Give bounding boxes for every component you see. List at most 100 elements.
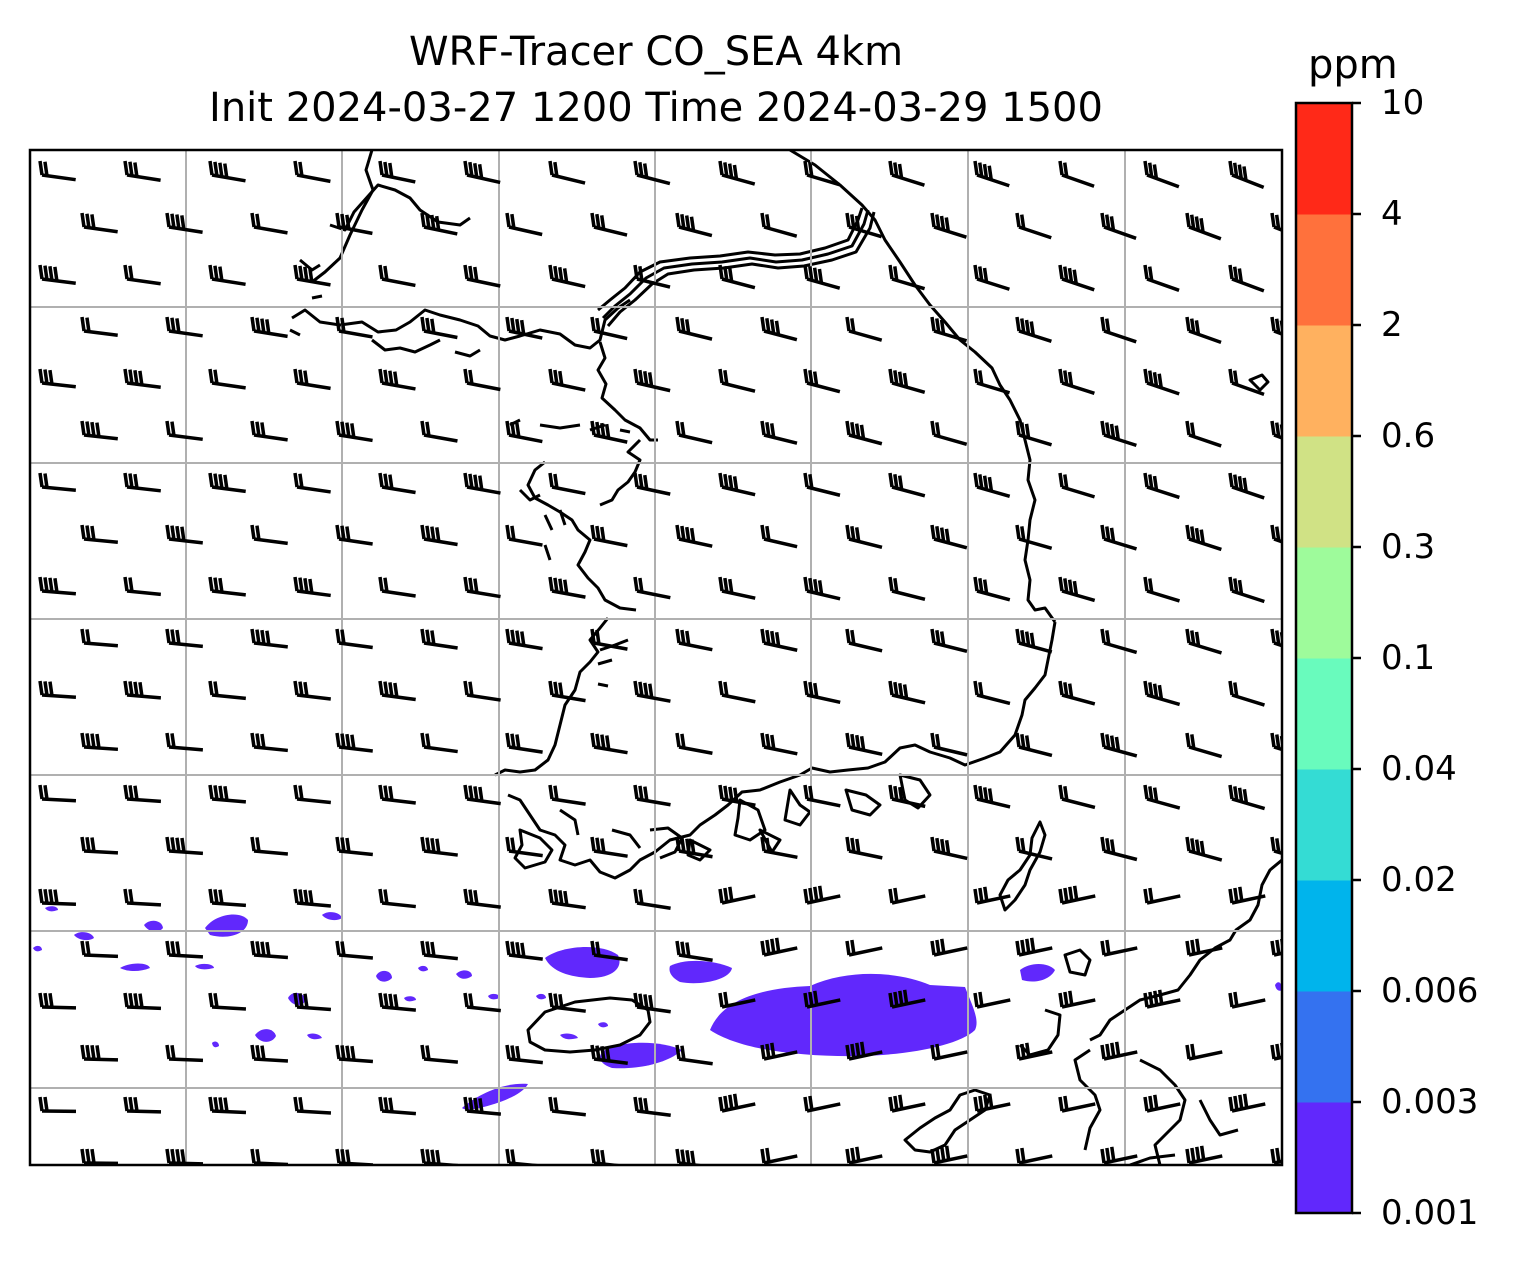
colorbar-tick-label: 0.001 (1381, 1193, 1479, 1233)
wind-barb (718, 472, 756, 497)
tracer-concentration-patches (33, 906, 1282, 1110)
colorbar-segment (1296, 436, 1352, 548)
wind-barb (420, 524, 458, 547)
wind-barb (1143, 1094, 1181, 1113)
colorbar-segment (1296, 214, 1352, 326)
wind-barb (165, 732, 204, 752)
wind-barb (80, 1148, 119, 1165)
wind-barb (420, 628, 458, 650)
wind-barb (463, 1096, 502, 1116)
map-frame (28, 148, 1284, 1167)
wind-barb (1185, 524, 1222, 552)
wind-barb (1143, 887, 1181, 905)
wind-barb (888, 680, 926, 705)
wind-barb (1100, 420, 1137, 448)
wind-barb (633, 576, 671, 600)
wind-barb (420, 1044, 459, 1064)
wind-barb (845, 939, 883, 957)
wind-barb (1228, 368, 1265, 397)
wind-barb (505, 420, 543, 444)
wind-barb (803, 472, 841, 497)
wind-barb (803, 576, 841, 601)
wind-barb (718, 368, 756, 393)
wind-barb (718, 784, 756, 807)
wind-barb (420, 316, 458, 340)
wind-barb (165, 1148, 204, 1165)
wind-barb (1185, 732, 1223, 759)
wind-barb (123, 472, 161, 493)
wind-barb (505, 524, 543, 547)
wind-barb (250, 524, 288, 546)
wind-barb (973, 264, 1010, 291)
wind-barb (293, 576, 331, 598)
wind-barb (675, 524, 713, 548)
wind-barb (1228, 886, 1266, 905)
wind-barb (250, 940, 289, 960)
wind-barb (80, 940, 119, 959)
wind-barb (675, 420, 713, 445)
wind-barb (548, 680, 586, 703)
wind-barb (123, 264, 161, 286)
wind-barb (293, 992, 332, 1012)
wind-barb (1228, 264, 1265, 293)
wind-barb (293, 888, 332, 908)
wind-barb (1015, 836, 1053, 861)
wind-barb (1100, 1041, 1138, 1061)
wind-barb (208, 888, 247, 908)
wind-barbs (38, 160, 1282, 1165)
wind-barb (80, 524, 119, 545)
wind-barb (1015, 212, 1052, 240)
wind-barb (293, 368, 331, 391)
wind-barb (803, 784, 841, 808)
wind-barb (590, 940, 628, 962)
wind-barb (335, 1044, 374, 1064)
wind-barb (803, 160, 841, 187)
wind-barb (633, 160, 671, 186)
wind-barb (803, 264, 841, 290)
wind-barb (1185, 836, 1223, 862)
colorbar-segment (1296, 1102, 1352, 1214)
wind-barb (505, 836, 543, 858)
wind-barb (1058, 472, 1096, 499)
wind-barb (1143, 264, 1180, 292)
wind-barb (335, 1148, 374, 1165)
wind-barb (1058, 885, 1096, 905)
wind-barb (335, 524, 373, 546)
wind-barb (845, 628, 883, 653)
wind-barb (420, 212, 458, 236)
wind-barb (1228, 1093, 1266, 1113)
wind-barb (590, 628, 628, 651)
wind-barb (38, 368, 76, 389)
wind-barb (845, 732, 883, 757)
wind-barb (548, 784, 586, 806)
wind-barb (675, 836, 713, 859)
wind-barb (208, 784, 247, 804)
wind-barb (293, 472, 331, 494)
wind-barb (463, 992, 501, 1013)
wind-barb (1100, 836, 1138, 862)
wind-barb (165, 1044, 204, 1063)
wind-barb (1015, 316, 1052, 343)
wind-barb (888, 784, 926, 809)
wind-barb (845, 524, 883, 549)
wind-barb (165, 628, 204, 649)
wind-barb (973, 784, 1011, 809)
wind-barb (505, 1044, 543, 1065)
wind-barb (165, 420, 203, 442)
wind-barb (1143, 680, 1181, 707)
wind-barb (123, 784, 162, 804)
wind-barb (505, 732, 543, 754)
wind-barb (123, 992, 162, 1011)
wind-barb (1100, 628, 1138, 655)
wind-barb (633, 784, 671, 807)
wind-barb (335, 836, 373, 857)
wind-barb (505, 628, 543, 651)
wind-barb (675, 940, 713, 962)
wind-barb (1100, 732, 1138, 758)
wind-barb (675, 1044, 713, 1066)
wind-barb (123, 576, 162, 597)
wind-barb (250, 836, 289, 856)
wind-barb (845, 1041, 883, 1061)
wind-barb (633, 888, 671, 910)
